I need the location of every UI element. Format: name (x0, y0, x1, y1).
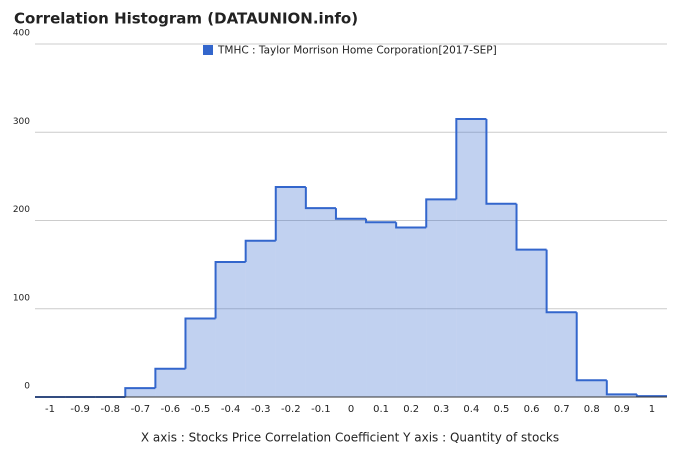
x-tick-label: -0.9 (70, 404, 90, 415)
bar-outline (154, 367, 186, 389)
bar-outline (485, 119, 517, 205)
y-tick-label: 300 (13, 117, 30, 127)
x-tick-label: 0.8 (584, 404, 600, 415)
y-tick-label: 400 (13, 29, 30, 39)
x-tick-label: -0.8 (100, 404, 120, 415)
chart-title: Correlation Histogram (DATAUNION.info) (14, 10, 358, 28)
bar (396, 227, 427, 397)
x-tick-label: -0.4 (221, 404, 241, 415)
x-tick-label: -0.6 (161, 404, 181, 415)
bar-outline (214, 260, 246, 319)
bar-outline (455, 118, 487, 200)
bar-outline (304, 186, 336, 210)
x-tick-label: 0.6 (524, 404, 540, 415)
y-tick-label: 0 (24, 382, 30, 392)
x-tick-label: -0.7 (131, 404, 151, 415)
x-tick-label: -0.1 (311, 404, 331, 415)
bar-outline (124, 387, 156, 397)
x-tick-label: 0.2 (403, 404, 419, 415)
x-tick-label: -0.5 (191, 404, 211, 415)
bar (606, 394, 637, 397)
bar-outline (605, 380, 637, 396)
bar-outline (635, 394, 667, 398)
x-tick-label: 0.9 (614, 404, 630, 415)
bar (215, 261, 246, 397)
bar-outline (365, 218, 397, 224)
bar (305, 208, 336, 397)
bar-outline (274, 185, 306, 241)
x-tick-label: 1 (649, 404, 655, 415)
x-tick-label: 0.5 (494, 404, 510, 415)
bar-outline (515, 203, 547, 251)
x-tick-label: 0.3 (433, 404, 449, 415)
bar-outline (334, 208, 367, 220)
bar-outline (244, 239, 276, 262)
bar (245, 240, 276, 397)
bar (546, 312, 577, 397)
bar-outline (395, 222, 427, 229)
x-tick-label: 0.4 (463, 404, 479, 415)
bar-outline (575, 312, 607, 382)
legend-label: TMHC : Taylor Morrison Home Corporation[… (217, 45, 497, 57)
bar-outline (545, 249, 577, 314)
x-tick-label: -0.2 (281, 404, 301, 415)
bar (275, 186, 306, 397)
x-tick-label: 0.1 (373, 404, 389, 415)
x-axis-label: X axis : Stocks Price Correlation Coeffi… (141, 431, 559, 445)
bar-outline (425, 198, 457, 228)
bar (486, 203, 517, 397)
bar (426, 199, 457, 397)
bar (125, 388, 156, 397)
bar (516, 249, 547, 397)
bar (366, 222, 397, 397)
x-tick-label: 0.7 (554, 404, 570, 415)
bar (456, 119, 487, 397)
bar (576, 380, 607, 397)
y-tick-label: 200 (13, 205, 30, 215)
x-tick-label: -1 (45, 404, 55, 415)
x-tick-label: -0.3 (251, 404, 271, 415)
legend-swatch (203, 45, 213, 55)
y-tick-label: 100 (13, 293, 30, 303)
bar (155, 368, 186, 397)
x-tick-label: 0 (348, 404, 354, 415)
bar (185, 318, 216, 397)
bar (335, 218, 367, 397)
bar-outline (184, 317, 216, 369)
